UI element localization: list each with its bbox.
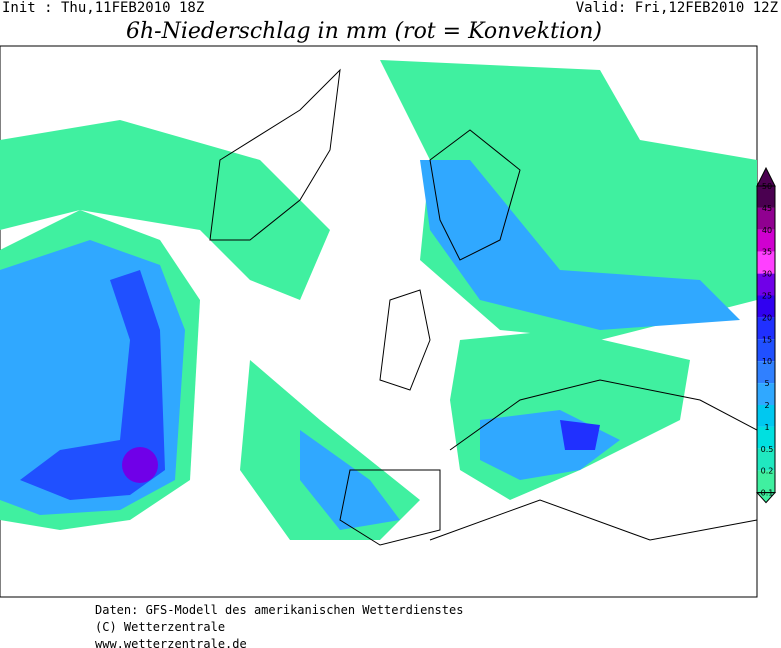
precip-area xyxy=(420,160,740,330)
coastline xyxy=(429,129,521,261)
precip-core xyxy=(122,447,158,483)
legend-label: 15 xyxy=(762,335,772,344)
color-legend: 50 45 40 35 30 25 20 15 10 5 2 1 0.5 0.2 0.1 xyxy=(755,166,777,504)
legend-swatch xyxy=(757,405,775,427)
legend-swatch xyxy=(757,448,775,471)
legend-swatch xyxy=(757,273,775,296)
coastline xyxy=(339,469,441,546)
valid-time: Valid: Fri,12FEB2010 12Z xyxy=(576,0,778,16)
coastline xyxy=(209,68,341,241)
legend-label: 30 xyxy=(762,270,772,279)
coastline xyxy=(379,289,431,391)
init-time: Init : Thu,11FEB2010 18Z xyxy=(2,0,204,16)
legend-swatch xyxy=(757,317,775,340)
legend-label: 50 xyxy=(762,182,772,191)
legend-swatch xyxy=(757,207,775,230)
legend-swatch xyxy=(757,383,775,405)
precip-core xyxy=(560,420,600,450)
footer-line: Daten: GFS-Modell des amerikanischen Wet… xyxy=(95,603,463,617)
legend-swatch xyxy=(757,186,775,208)
footer-line: (C) Wetterzentrale xyxy=(95,620,225,634)
map-title: 6h-Niederschlag in mm (rot = Konvektion) xyxy=(126,19,602,44)
precip-area xyxy=(20,270,165,500)
legend-label: 45 xyxy=(762,204,772,213)
legend-label: 25 xyxy=(762,292,772,301)
legend-swatch xyxy=(757,295,775,318)
legend-label: 40 xyxy=(762,226,772,235)
legend-swatch xyxy=(757,251,775,274)
precip-area xyxy=(0,120,330,300)
legend-swatch xyxy=(757,339,775,362)
legend-swatch xyxy=(757,426,775,449)
legend-label: 2 xyxy=(764,401,769,410)
legend-label: 20 xyxy=(762,313,772,322)
precip-area xyxy=(300,430,400,530)
legend-swatch xyxy=(757,361,775,384)
legend-swatch xyxy=(757,470,775,493)
legend-label: 1 xyxy=(764,423,769,432)
legend-label: 0.2 xyxy=(761,467,774,476)
legend-label: 5 xyxy=(764,379,769,388)
footer-line: www.wetterzentrale.de xyxy=(95,637,247,648)
legend-label: 0.5 xyxy=(761,445,774,454)
map-area xyxy=(0,45,758,598)
legend-label: 35 xyxy=(762,248,772,257)
legend-border xyxy=(756,185,776,494)
legend-swatch xyxy=(757,229,775,252)
legend-label: 0.1 xyxy=(761,489,774,498)
legend-label: 10 xyxy=(762,357,772,366)
